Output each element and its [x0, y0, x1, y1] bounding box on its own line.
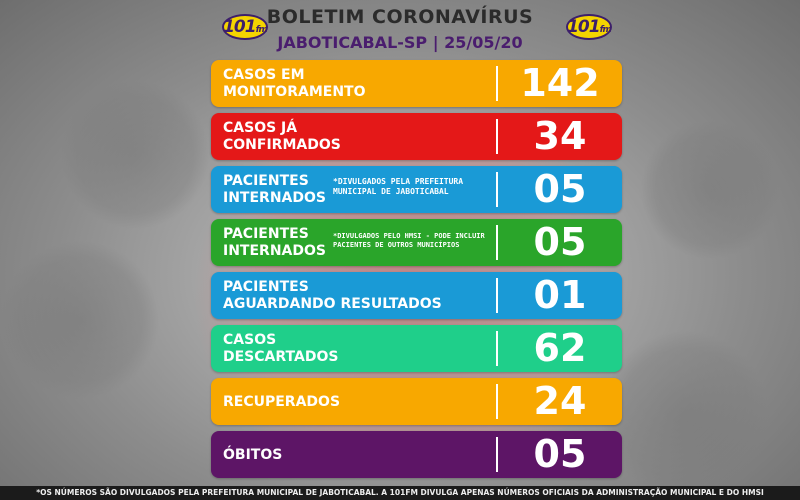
stat-value: 34: [533, 114, 587, 158]
header: 101fm BOLETIM CORONAVÍRUS JABOTICABAL-SP…: [0, 0, 800, 60]
divider: [496, 331, 498, 366]
stat-label: CASOS DESCARTADOS: [223, 331, 339, 365]
virus-bg-1: [60, 80, 210, 230]
stat-row-confirmed: CASOS JÁ CONFIRMADOS 34: [211, 113, 622, 160]
stat-note: *DIVULGADOS PELO HMSI - PODE INCLUIR PAC…: [333, 232, 485, 249]
divider: [496, 119, 498, 154]
divider: [496, 225, 498, 260]
stat-label: CASOS EM MONITORAMENTO: [223, 66, 366, 100]
stat-row-discarded: CASOS DESCARTADOS 62: [211, 325, 622, 372]
stat-note: *DIVULGADOS PELA PREFEITURA MUNICIPAL DE…: [333, 177, 464, 196]
stat-value: 05: [533, 167, 587, 211]
footer-disclaimer: *OS NÚMEROS SÃO DIVULGADOS PELA PREFEITU…: [0, 486, 800, 500]
stat-value: 05: [533, 220, 587, 264]
stat-label: CASOS JÁ CONFIRMADOS: [223, 119, 341, 153]
divider: [496, 437, 498, 472]
stat-value: 142: [520, 61, 600, 105]
stat-row-deaths: ÓBITOS 05: [211, 431, 622, 478]
stat-label: PACIENTES AGUARDANDO RESULTADOS: [223, 278, 442, 312]
stat-value: 62: [533, 326, 587, 370]
stat-label: PACIENTES INTERNADOS: [223, 172, 326, 206]
stat-row-recovered: RECUPERADOS 24: [211, 378, 622, 425]
virus-bg-3: [640, 120, 780, 260]
divider: [496, 172, 498, 207]
stat-label: RECUPERADOS: [223, 394, 341, 410]
page-subtitle: JABOTICABAL-SP | 25/05/20: [277, 33, 523, 52]
stat-value: 24: [533, 379, 587, 423]
stat-label: PACIENTES INTERNADOS: [223, 225, 326, 259]
stat-row-awaiting: PACIENTES AGUARDANDO RESULTADOS 01: [211, 272, 622, 319]
virus-bg-2: [0, 240, 160, 400]
divider: [496, 384, 498, 419]
page-title: BOLETIM CORONAVÍRUS: [266, 6, 534, 28]
logo-101fm-left: 101fm: [212, 10, 278, 44]
stat-value: 01: [533, 273, 587, 317]
stat-row-hospitalized-hmsi: PACIENTES INTERNADOS *DIVULGADOS PELO HMS…: [211, 219, 622, 266]
stat-row-hospitalized-prefeitura: PACIENTES INTERNADOS *DIVULGADOS PELA PRE…: [211, 166, 622, 213]
stat-row-monitoring: CASOS EM MONITORAMENTO 142: [211, 60, 622, 107]
divider: [496, 66, 498, 101]
divider: [496, 278, 498, 313]
stat-label: ÓBITOS: [223, 447, 283, 463]
logo-101fm-right: 101fm: [556, 10, 622, 44]
stat-value: 05: [533, 432, 587, 476]
stats-list: CASOS EM MONITORAMENTO 142 CASOS JÁ CONFIR…: [211, 60, 622, 484]
